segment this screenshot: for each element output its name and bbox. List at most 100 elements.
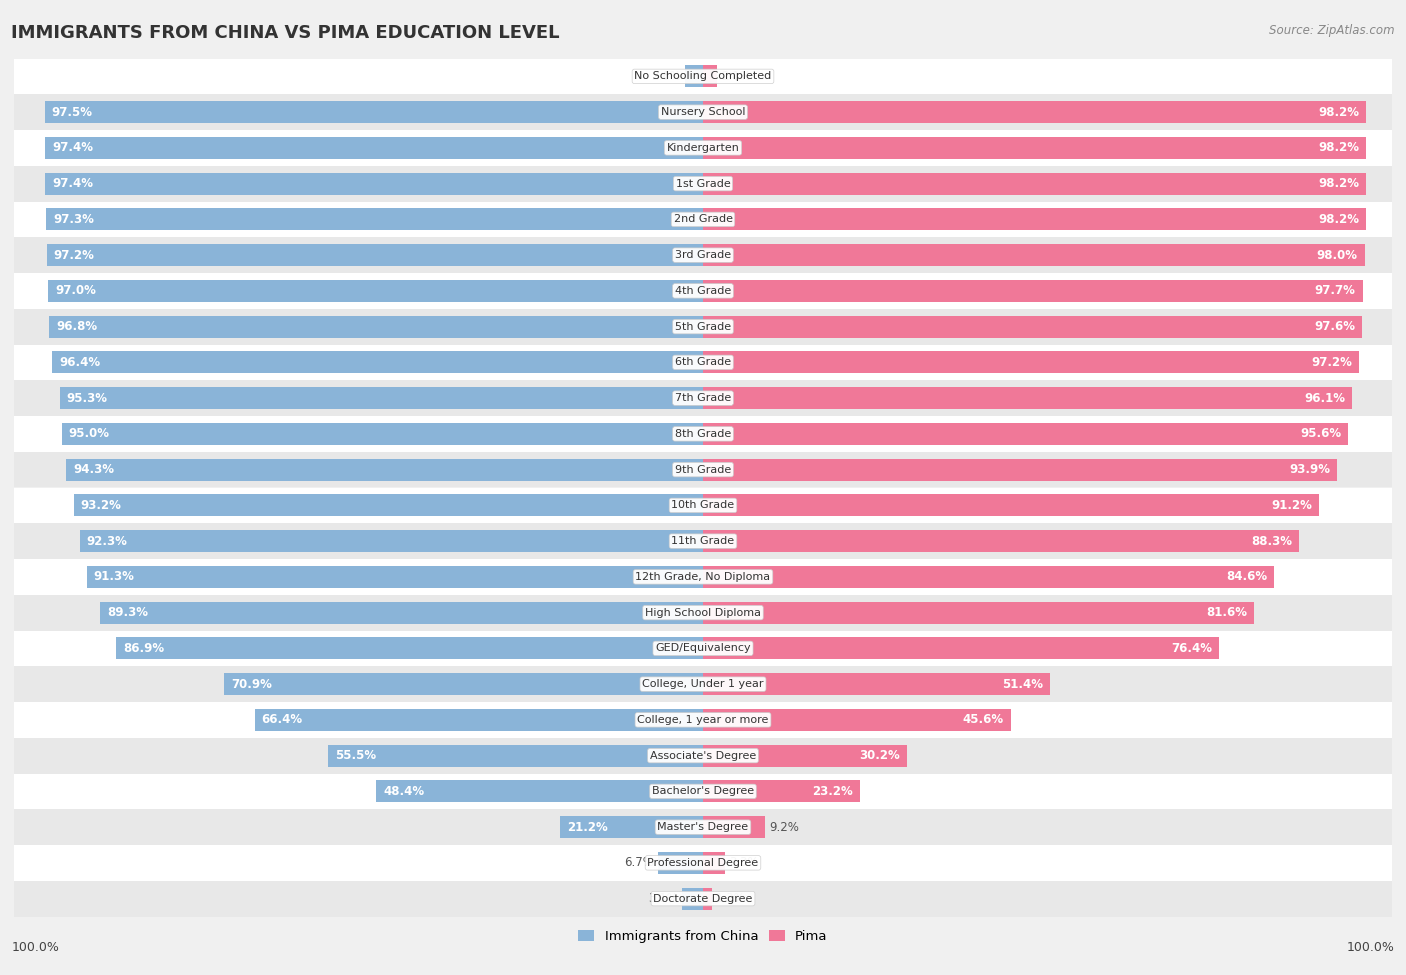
Bar [14,702,1392,738]
Bar [703,745,907,766]
Bar [14,488,1392,524]
Bar [59,387,703,410]
Bar [658,852,703,874]
Bar [703,209,1367,230]
Bar [703,602,1254,624]
Bar [87,566,703,588]
Text: 98.2%: 98.2% [1317,213,1360,226]
Text: 55.5%: 55.5% [335,749,377,762]
Text: Kindergarten: Kindergarten [666,143,740,153]
Bar [703,173,1367,195]
Text: 96.4%: 96.4% [59,356,100,369]
Text: 94.3%: 94.3% [73,463,114,476]
Text: 3rd Grade: 3rd Grade [675,251,731,260]
Text: 3.1%: 3.1% [648,892,678,905]
Bar [46,209,703,230]
Text: 100.0%: 100.0% [1347,941,1395,954]
Text: 97.3%: 97.3% [53,213,94,226]
Text: Master's Degree: Master's Degree [658,822,748,832]
Text: 97.5%: 97.5% [52,105,93,119]
Bar [703,780,859,802]
Text: 70.9%: 70.9% [231,678,273,690]
Text: 95.3%: 95.3% [66,392,107,405]
Bar [686,65,703,88]
Bar [14,273,1392,309]
Text: 10th Grade: 10th Grade [672,500,734,510]
Bar [703,852,725,874]
Bar [14,666,1392,702]
Text: 98.0%: 98.0% [1317,249,1358,261]
Bar [80,530,703,552]
Text: Source: ZipAtlas.com: Source: ZipAtlas.com [1270,24,1395,37]
Bar [117,638,703,659]
Text: 4th Grade: 4th Grade [675,286,731,295]
Text: 7th Grade: 7th Grade [675,393,731,403]
Bar [14,524,1392,559]
Bar [703,638,1219,659]
Text: 66.4%: 66.4% [262,714,302,726]
Bar [14,880,1392,916]
Text: 21.2%: 21.2% [567,821,607,834]
Bar [703,530,1299,552]
Bar [14,380,1392,416]
Bar [14,738,1392,773]
Text: 97.7%: 97.7% [1315,285,1355,297]
Text: 23.2%: 23.2% [813,785,853,798]
Bar [14,58,1392,95]
Text: 89.3%: 89.3% [107,606,148,619]
Bar [703,244,1365,266]
Text: 2.1%: 2.1% [721,70,751,83]
Bar [703,136,1367,159]
Text: 95.6%: 95.6% [1301,427,1341,441]
Bar [14,95,1392,130]
Text: 30.2%: 30.2% [859,749,900,762]
Text: 93.2%: 93.2% [80,499,121,512]
Text: 97.4%: 97.4% [52,141,93,154]
Bar [14,166,1392,202]
Text: 1.3%: 1.3% [716,892,745,905]
Bar [73,494,703,517]
Bar [49,316,703,337]
Bar [703,387,1351,410]
Text: 98.2%: 98.2% [1317,141,1360,154]
Text: 48.4%: 48.4% [382,785,425,798]
Text: 97.4%: 97.4% [52,177,93,190]
Text: Nursery School: Nursery School [661,107,745,117]
Text: 84.6%: 84.6% [1226,570,1267,583]
Text: 9.2%: 9.2% [769,821,799,834]
Text: 97.0%: 97.0% [55,285,96,297]
Text: 45.6%: 45.6% [963,714,1004,726]
Bar [703,887,711,910]
Bar [100,602,703,624]
Text: 88.3%: 88.3% [1251,534,1292,548]
Bar [14,631,1392,666]
Bar [14,595,1392,631]
Text: 97.2%: 97.2% [53,249,94,261]
Bar [14,809,1392,845]
Text: 12th Grade, No Diploma: 12th Grade, No Diploma [636,572,770,582]
Text: 5th Grade: 5th Grade [675,322,731,332]
Bar [682,887,703,910]
Text: 6th Grade: 6th Grade [675,358,731,368]
Text: College, 1 year or more: College, 1 year or more [637,715,769,724]
Text: 96.8%: 96.8% [56,320,97,333]
Bar [703,65,717,88]
Bar [14,237,1392,273]
Bar [703,101,1367,123]
Text: No Schooling Completed: No Schooling Completed [634,71,772,81]
Bar [14,451,1392,488]
Text: 92.3%: 92.3% [87,534,128,548]
Bar [14,559,1392,595]
Bar [14,845,1392,880]
Bar [52,351,703,373]
Bar [48,280,703,302]
Bar [225,673,703,695]
Text: IMMIGRANTS FROM CHINA VS PIMA EDUCATION LEVEL: IMMIGRANTS FROM CHINA VS PIMA EDUCATION … [11,24,560,42]
Text: 2nd Grade: 2nd Grade [673,214,733,224]
Bar [703,351,1360,373]
Bar [703,709,1011,731]
Bar [328,745,703,766]
Bar [14,416,1392,451]
Bar [703,316,1362,337]
Bar [45,136,703,159]
